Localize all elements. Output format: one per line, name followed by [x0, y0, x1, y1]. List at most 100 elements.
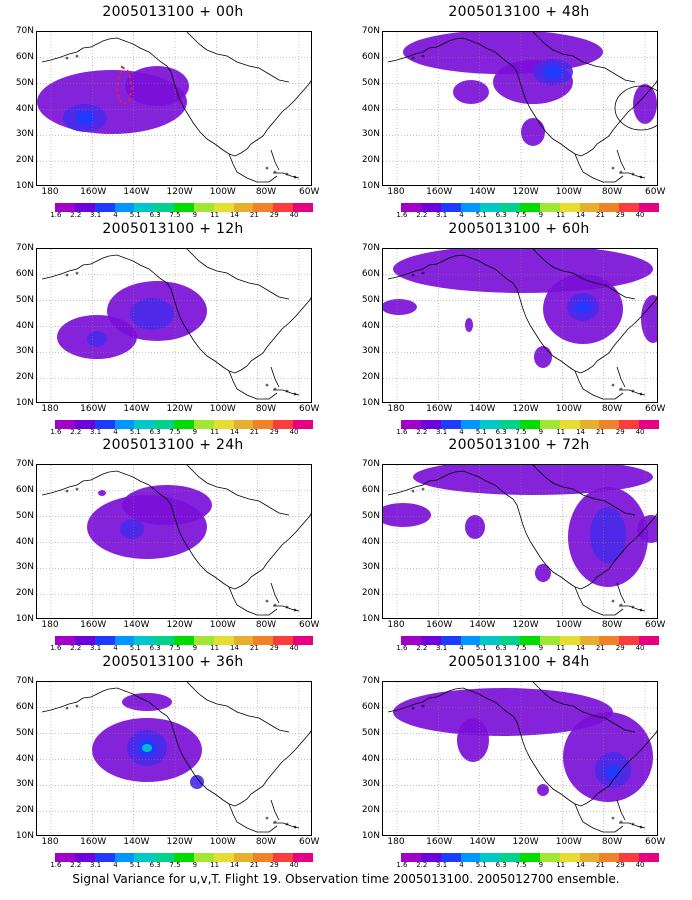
colorbar-level-label: 21	[249, 644, 259, 652]
colorbar-level-label: 14	[230, 861, 239, 869]
lon-tick-label: 180	[387, 620, 405, 630]
lon-tick-label: 80W	[255, 404, 277, 414]
colorbar	[55, 203, 313, 212]
colorbar-level-label: 1.6	[50, 211, 62, 219]
colorbar-swatch	[440, 203, 461, 212]
colorbar-level-label: 3.1	[90, 428, 102, 436]
colorbar-swatch	[94, 420, 115, 429]
colorbar-level-label: 14	[230, 428, 239, 436]
colorbar-swatch	[520, 203, 540, 212]
panel-date: 2005013100	[102, 654, 195, 670]
lon-tick-label: 140W	[469, 837, 496, 847]
colorbar-level-label: 14	[576, 861, 585, 869]
island	[265, 816, 269, 820]
lat-tick-label: 40N	[15, 103, 34, 114]
island	[611, 383, 615, 387]
coastline	[270, 582, 280, 604]
coastline	[228, 153, 278, 183]
lon-tick-label: 120W	[166, 404, 193, 414]
colorbar-level-label: 4	[459, 861, 464, 869]
colorbar-level-label: 6.3	[149, 211, 161, 219]
colorbar-level-label: 3.1	[90, 861, 102, 869]
lon-tick-label: 140W	[123, 620, 150, 630]
lon-tick-label: 100W	[555, 620, 582, 630]
colorbar-swatch	[233, 636, 254, 645]
lon-tick-label: 120W	[512, 187, 539, 197]
colorbar-swatch	[193, 853, 214, 862]
colorbar-swatch	[154, 420, 175, 429]
panel-date: 2005013100	[102, 437, 195, 453]
colorbar-swatch	[213, 853, 234, 862]
colorbar-level-label: 2.2	[416, 861, 428, 869]
colorbar-swatch	[539, 203, 560, 212]
colorbar-level-label: 11	[210, 644, 220, 652]
colorbar-swatch	[233, 853, 254, 862]
lon-tick-label: 140W	[123, 187, 150, 197]
island	[285, 605, 289, 609]
island	[411, 56, 415, 60]
lat-tick-label: 70N	[15, 243, 34, 253]
colorbar-swatch	[154, 203, 175, 212]
colorbar-swatch	[114, 420, 135, 429]
lon-tick-label: 60W	[299, 620, 320, 630]
colorbar-level-label: 40	[635, 644, 645, 652]
colorbar-level-label: 5.1	[129, 428, 141, 436]
colorbar-swatch	[174, 853, 194, 862]
lat-tick-label: 40N	[361, 753, 380, 764]
coastline	[387, 37, 657, 157]
colorbar-labels: 1.6 2.2 3.1 4 5.1 6.3 7.5 9 11 14 21 29 40	[396, 428, 659, 437]
island	[293, 175, 297, 179]
colorbar-swatch	[273, 853, 294, 862]
observation-track-marker	[115, 65, 134, 106]
island	[421, 704, 425, 708]
variance-map	[383, 682, 657, 835]
colorbar-labels: 1.6 2.2 3.1 4 5.1 6.3 7.5 9 11 14 21 29 40	[396, 644, 659, 653]
map-plot-area	[36, 248, 312, 403]
lon-tick-label: 160W	[426, 837, 453, 847]
colorbar-level-label: 21	[249, 861, 259, 869]
lon-tick-label: 80W	[255, 837, 277, 847]
colorbar-level-label: 2.2	[416, 644, 428, 652]
colorbar-swatch	[253, 203, 274, 212]
lat-tick-label: 10N	[361, 831, 380, 841]
lat-tick-label: 60N	[15, 51, 34, 62]
colorbar-level-label: 11	[556, 644, 566, 652]
colorbar-level-label: 6.3	[149, 861, 161, 869]
colorbar-swatch	[74, 636, 95, 645]
map-panel-60h: 2005013100 + 60h 70N 60N 50N 40N 30N 20N 10N 18…	[346, 217, 692, 436]
coastline	[532, 682, 636, 733]
map-panel-12h: 2005013100 + 12h 70N 60N 50N 40N 30N 20N 10N 18…	[0, 217, 346, 436]
colorbar	[55, 636, 313, 645]
coastline	[228, 803, 278, 833]
lat-tick-label: 50N	[361, 727, 380, 738]
island	[639, 392, 643, 396]
colorbar-level-label: 4	[113, 644, 118, 652]
island	[273, 170, 277, 174]
colorbar-level-label: 4	[113, 861, 118, 869]
lat-tick-label: 30N	[361, 129, 380, 140]
colorbar-level-label: 2.2	[416, 211, 428, 219]
coastline	[186, 249, 290, 300]
lat-tick-label: 40N	[361, 320, 380, 331]
colorbar-level-label: 4	[113, 211, 118, 219]
variance-map	[37, 249, 311, 402]
variance-contour-fill	[575, 301, 591, 313]
colorbar-level-label: 3.1	[436, 644, 448, 652]
island	[639, 175, 643, 179]
colorbar-level-label: 4	[459, 644, 464, 652]
colorbar-swatch	[579, 636, 600, 645]
lon-tick-label: 180	[41, 404, 59, 414]
colorbar-level-label: 7.5	[515, 861, 527, 869]
lat-tick-label: 70N	[361, 459, 380, 469]
colorbar-level-label: 11	[210, 211, 220, 219]
colorbar-swatch	[460, 853, 481, 862]
colorbar-swatch	[401, 203, 421, 212]
colorbar-swatch	[253, 636, 274, 645]
variance-contour-fill	[122, 693, 172, 711]
variance-contour-fill	[465, 318, 473, 332]
variance-contour-fill	[383, 503, 431, 527]
coastline	[574, 370, 624, 400]
island	[65, 56, 69, 60]
colorbar-level-label: 1.6	[50, 861, 62, 869]
colorbar-level-label: 5.1	[129, 644, 141, 652]
